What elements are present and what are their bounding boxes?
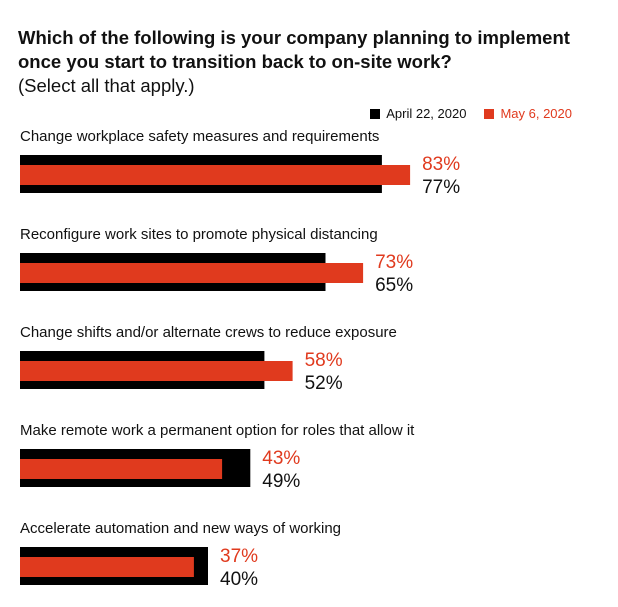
chart-subtitle: (Select all that apply.): [18, 75, 195, 96]
chart-title: Which of the following is your company p…: [18, 27, 570, 72]
value-label-april: 65%: [375, 275, 413, 296]
value-label-may: 83%: [422, 154, 460, 175]
value-label-may: 43%: [262, 448, 300, 469]
legend-item-april: April 22, 2020: [370, 106, 466, 121]
value-label-april: 49%: [262, 471, 300, 492]
category-label: Accelerate automation and new ways of wo…: [20, 520, 341, 537]
bar-may: [20, 557, 194, 577]
bar-may: [20, 459, 223, 479]
value-label-may: 58%: [305, 350, 343, 371]
category-label: Make remote work a permanent option for …: [20, 422, 415, 439]
value-label-may: 73%: [375, 252, 413, 273]
bar-may: [20, 165, 411, 185]
value-label-may: 37%: [220, 546, 258, 567]
legend-label-may: May 6, 2020: [500, 106, 572, 121]
bar-may: [20, 263, 364, 283]
value-label-april: 52%: [305, 373, 343, 394]
value-label-april: 77%: [422, 177, 460, 198]
legend-item-may: May 6, 2020: [484, 106, 572, 121]
category-label: Change workplace safety measures and req…: [20, 128, 379, 145]
chart-title-block: Which of the following is your company p…: [18, 26, 608, 98]
category-label: Reconfigure work sites to promote physic…: [20, 226, 378, 243]
legend-swatch-april: [370, 108, 381, 119]
legend-swatch-may: [484, 108, 495, 119]
value-label-april: 40%: [220, 569, 258, 590]
category-label: Change shifts and/or alternate crews to …: [20, 324, 397, 341]
legend: April 22, 2020 May 6, 2020: [352, 106, 572, 121]
bar-may: [20, 361, 293, 381]
legend-label-april: April 22, 2020: [386, 106, 467, 121]
